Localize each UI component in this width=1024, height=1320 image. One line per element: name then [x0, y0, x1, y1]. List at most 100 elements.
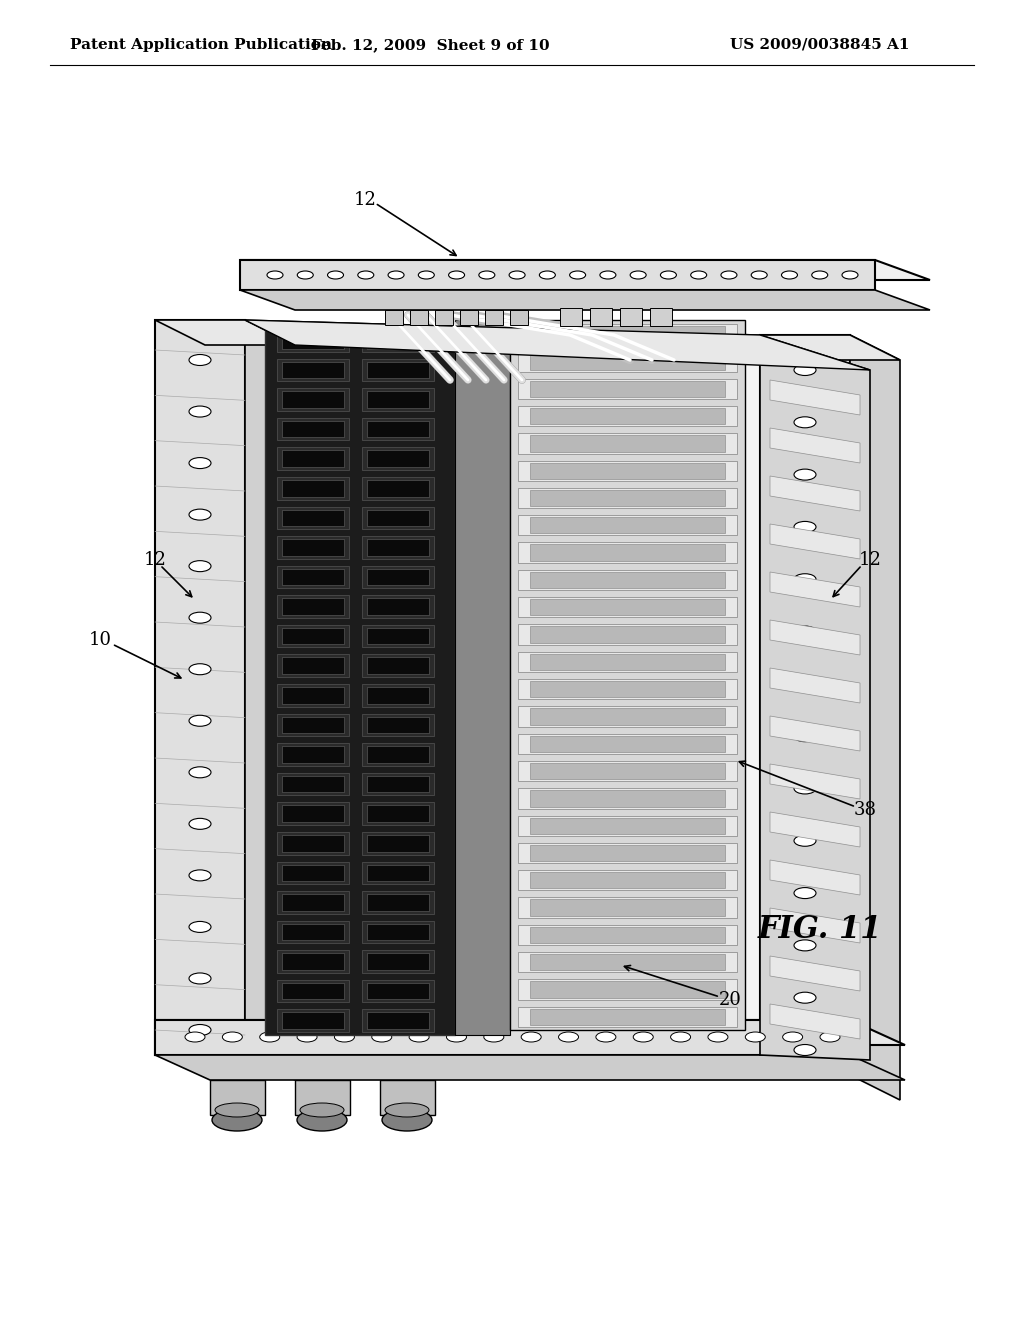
Polygon shape	[278, 714, 349, 737]
Ellipse shape	[794, 574, 816, 585]
Polygon shape	[518, 515, 737, 536]
Polygon shape	[245, 319, 870, 370]
Ellipse shape	[596, 1032, 615, 1041]
Polygon shape	[278, 655, 349, 677]
Text: 20: 20	[719, 991, 741, 1008]
Ellipse shape	[633, 1032, 653, 1041]
Ellipse shape	[189, 561, 211, 572]
Ellipse shape	[419, 271, 434, 279]
Polygon shape	[850, 335, 900, 1100]
Text: Feb. 12, 2009  Sheet 9 of 10: Feb. 12, 2009 Sheet 9 of 10	[310, 38, 549, 51]
Polygon shape	[455, 319, 510, 1035]
Polygon shape	[362, 329, 434, 351]
Polygon shape	[518, 624, 737, 644]
Ellipse shape	[357, 271, 374, 279]
Polygon shape	[770, 524, 860, 558]
Ellipse shape	[297, 1032, 317, 1041]
Polygon shape	[362, 803, 434, 825]
Polygon shape	[518, 678, 737, 700]
Ellipse shape	[297, 271, 313, 279]
Ellipse shape	[335, 1032, 354, 1041]
Polygon shape	[380, 1080, 435, 1115]
Polygon shape	[770, 620, 860, 655]
Ellipse shape	[185, 1032, 205, 1041]
Polygon shape	[530, 954, 725, 970]
Ellipse shape	[558, 1032, 579, 1041]
Polygon shape	[485, 310, 503, 325]
Ellipse shape	[222, 1032, 243, 1041]
Polygon shape	[367, 717, 429, 733]
Ellipse shape	[410, 1032, 429, 1041]
Polygon shape	[362, 624, 434, 647]
Polygon shape	[282, 894, 344, 911]
Polygon shape	[518, 898, 737, 917]
Polygon shape	[282, 391, 344, 408]
Polygon shape	[240, 260, 874, 290]
Polygon shape	[278, 743, 349, 766]
Polygon shape	[245, 319, 760, 1055]
Polygon shape	[367, 391, 429, 408]
Polygon shape	[590, 308, 612, 326]
Polygon shape	[155, 319, 295, 345]
Polygon shape	[760, 335, 870, 1060]
Ellipse shape	[521, 1032, 541, 1041]
Polygon shape	[518, 433, 737, 454]
Ellipse shape	[794, 521, 816, 532]
Polygon shape	[367, 776, 429, 792]
Ellipse shape	[483, 1032, 504, 1041]
Polygon shape	[460, 310, 478, 325]
Polygon shape	[518, 570, 737, 590]
Polygon shape	[530, 845, 725, 861]
Polygon shape	[282, 362, 344, 378]
Polygon shape	[367, 686, 429, 704]
Polygon shape	[518, 1007, 737, 1027]
Polygon shape	[282, 953, 344, 970]
Polygon shape	[282, 510, 344, 527]
Polygon shape	[155, 319, 245, 1055]
Polygon shape	[620, 308, 642, 326]
Polygon shape	[278, 803, 349, 825]
Polygon shape	[362, 388, 434, 411]
Polygon shape	[282, 686, 344, 704]
Polygon shape	[282, 836, 344, 851]
Polygon shape	[518, 652, 737, 672]
Polygon shape	[282, 865, 344, 880]
Polygon shape	[278, 891, 349, 913]
Polygon shape	[362, 477, 434, 499]
Ellipse shape	[812, 271, 827, 279]
Polygon shape	[518, 379, 737, 399]
Polygon shape	[282, 569, 344, 585]
Polygon shape	[518, 734, 737, 754]
Ellipse shape	[600, 271, 615, 279]
Ellipse shape	[708, 1032, 728, 1041]
Ellipse shape	[509, 271, 525, 279]
Polygon shape	[278, 950, 349, 973]
Polygon shape	[518, 816, 737, 836]
Polygon shape	[362, 536, 434, 558]
Polygon shape	[362, 1010, 434, 1032]
Polygon shape	[282, 805, 344, 822]
Polygon shape	[770, 715, 860, 751]
Ellipse shape	[189, 870, 211, 880]
Polygon shape	[518, 706, 737, 726]
Polygon shape	[530, 927, 725, 942]
Polygon shape	[282, 421, 344, 437]
Text: Patent Application Publication: Patent Application Publication	[70, 38, 332, 51]
Text: 12: 12	[353, 191, 377, 209]
Polygon shape	[362, 979, 434, 1002]
Polygon shape	[530, 462, 725, 479]
Ellipse shape	[328, 271, 343, 279]
Polygon shape	[282, 776, 344, 792]
Polygon shape	[530, 380, 725, 397]
Polygon shape	[282, 924, 344, 940]
Polygon shape	[518, 461, 737, 480]
Polygon shape	[410, 310, 428, 325]
Ellipse shape	[660, 271, 677, 279]
Polygon shape	[770, 861, 860, 895]
Polygon shape	[155, 1055, 905, 1080]
Polygon shape	[362, 595, 434, 618]
Polygon shape	[530, 709, 725, 725]
Polygon shape	[362, 772, 434, 796]
Polygon shape	[278, 388, 349, 411]
Polygon shape	[282, 480, 344, 496]
